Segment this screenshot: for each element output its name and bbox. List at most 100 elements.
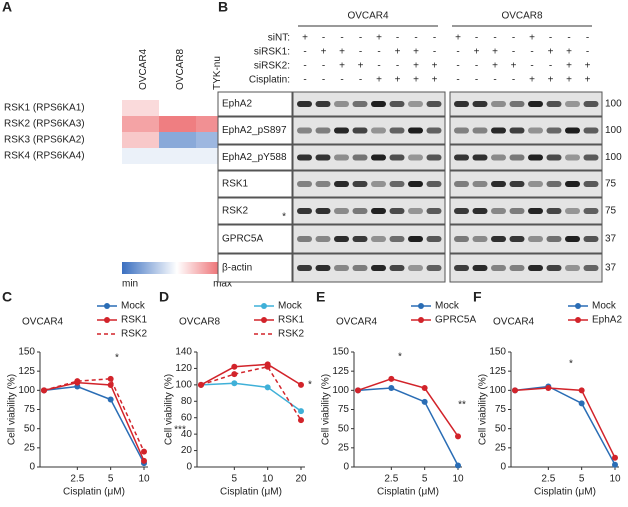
marker: 100 (605, 99, 622, 110)
condition-sign: + (413, 47, 419, 58)
condition-sign: - (530, 47, 533, 58)
condition-sign: + (492, 47, 498, 58)
y-tick-label: 60 (181, 412, 193, 423)
condition-sign: - (414, 33, 417, 44)
data-point (298, 381, 304, 388)
condition-sign: - (475, 75, 478, 86)
y-axis-label: Cell viability (%) (478, 374, 489, 445)
band (315, 236, 331, 242)
condition-sign: - (567, 33, 570, 44)
protein-box (217, 144, 293, 171)
chart-title: OVCAR8 (179, 317, 221, 328)
data-point (41, 387, 47, 394)
heatmap-cell (122, 116, 159, 132)
condition-label: siNT: (268, 33, 290, 44)
protein-box (217, 253, 293, 283)
band (334, 127, 349, 134)
data-point (512, 387, 518, 394)
band (297, 154, 312, 161)
condition-sign: + (432, 75, 438, 86)
condition-sign: + (529, 33, 535, 44)
y-tick-label: 40 (181, 429, 193, 440)
condition-sign: - (377, 61, 380, 72)
protein-label: β-actin (222, 263, 252, 274)
band (528, 208, 543, 214)
band (565, 101, 580, 107)
y-tick-label: 100 (175, 379, 192, 390)
condition-sign: - (549, 33, 552, 44)
band (408, 208, 423, 214)
y-tick-label: 75 (338, 404, 350, 415)
significance: * (115, 353, 119, 364)
chart-title: OVCAR4 (336, 317, 378, 328)
marker: 100 (605, 152, 622, 163)
legend-label: GPRC5A (435, 315, 476, 326)
condition-sign: - (433, 33, 436, 44)
panel-label: A (2, 0, 12, 15)
protein-label: EphA2 (222, 99, 252, 110)
data-point (578, 400, 585, 407)
marker: 37 (605, 263, 617, 274)
band (371, 265, 386, 271)
band (565, 154, 580, 161)
data-point (141, 457, 147, 464)
band (371, 208, 386, 214)
condition-sign: + (395, 47, 401, 58)
y-tick-label: 75 (24, 404, 36, 415)
band (528, 236, 543, 242)
legend-dot (104, 317, 110, 323)
legend-dot (261, 303, 267, 309)
condition-sign: - (359, 47, 362, 58)
band (454, 181, 469, 187)
x-tick-label: 10 (609, 474, 621, 485)
legend-label: Mock (121, 301, 146, 312)
legend-label: Mock (592, 301, 617, 312)
condition-sign: + (413, 61, 419, 72)
y-tick-label: 50 (495, 423, 507, 434)
condition-sign: + (432, 61, 438, 72)
condition-sign: - (303, 61, 306, 72)
y-tick-label: 100 (332, 385, 349, 396)
protein-box (217, 116, 293, 145)
x-tick-label: 5 (232, 474, 238, 485)
heatmap-cell (159, 148, 196, 164)
band (528, 127, 543, 134)
heatmap-cell (159, 132, 196, 148)
band (297, 101, 312, 107)
series-line (200, 363, 302, 386)
y-tick-label: 125 (489, 366, 506, 377)
protein-label: RSK1 (222, 179, 249, 190)
y-tick-label: 100 (489, 385, 506, 396)
band (491, 236, 506, 242)
condition-sign: - (303, 75, 306, 86)
condition-label: siRSK2: (254, 61, 290, 72)
y-tick-label: 140 (175, 347, 192, 358)
x-axis-label: Cisplatin (μM) (534, 487, 596, 498)
band (472, 208, 488, 214)
heatmap-cell (159, 116, 196, 132)
y-tick-label: 0 (186, 462, 192, 473)
x-axis-label: Cisplatin (μM) (220, 487, 282, 498)
band (472, 181, 488, 187)
y-tick-label: 25 (495, 442, 507, 453)
x-tick-label: 5 (108, 474, 114, 485)
band (426, 236, 442, 242)
cell-line: OVCAR8 (501, 11, 543, 22)
condition-sign: - (475, 33, 478, 44)
band (509, 127, 525, 134)
x-tick-label: 5 (579, 474, 585, 485)
data-point (231, 380, 238, 387)
band (408, 127, 423, 134)
data-point (107, 396, 114, 403)
data-point (107, 375, 114, 382)
condition-sign: + (566, 47, 572, 58)
band (389, 265, 405, 271)
condition-sign: + (566, 75, 572, 86)
band (583, 208, 599, 214)
x-tick-label: 20 (295, 474, 307, 485)
protein-box (217, 197, 293, 225)
condition-label: siRSK1: (254, 47, 290, 58)
y-axis-label: Cell viability (%) (321, 374, 332, 445)
band (352, 208, 368, 214)
band (426, 265, 442, 271)
